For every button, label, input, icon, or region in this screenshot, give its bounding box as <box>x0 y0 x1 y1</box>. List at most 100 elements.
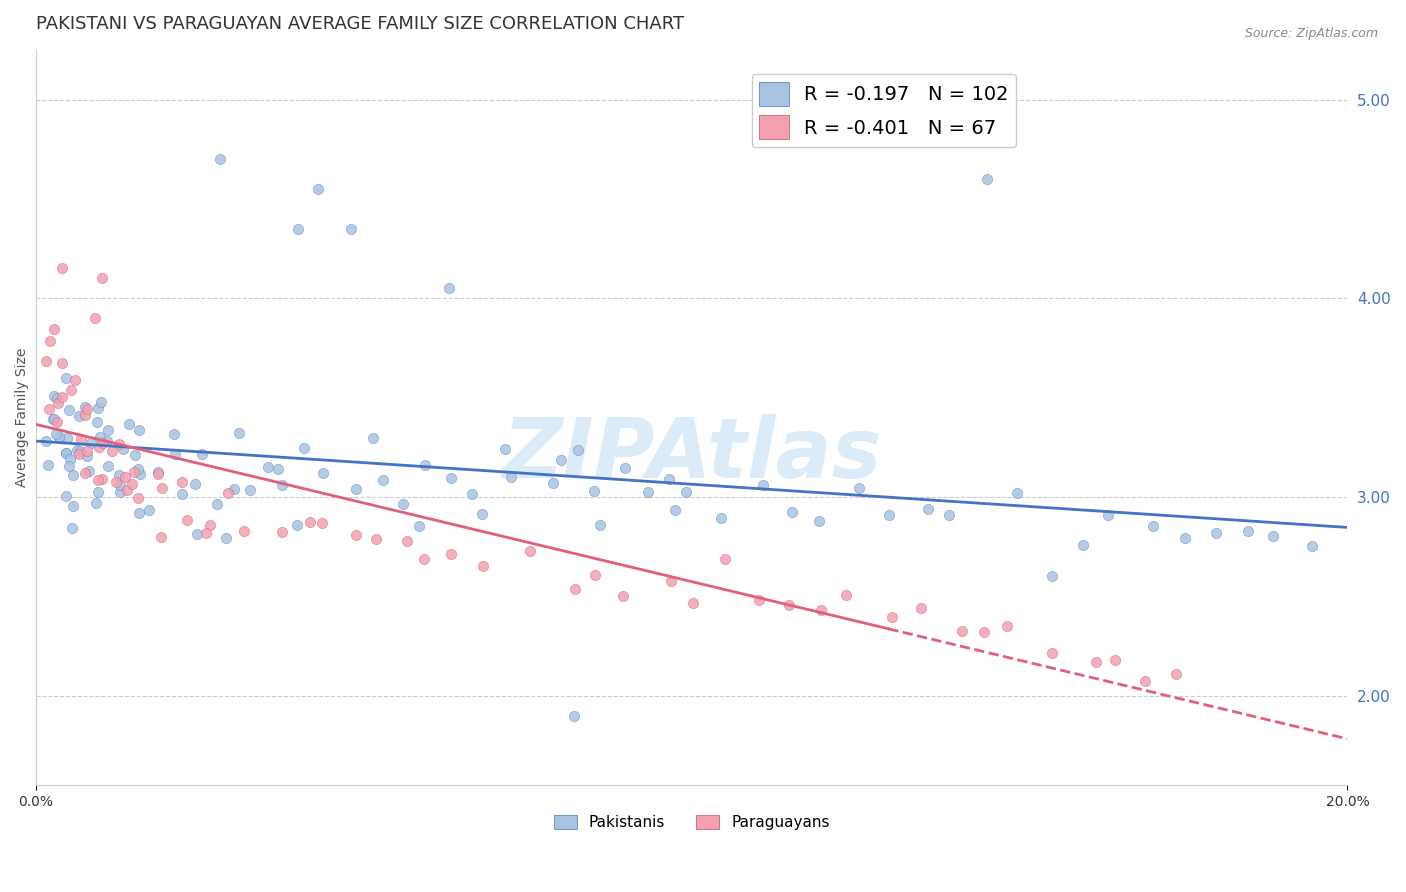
Point <box>1097 508 1119 523</box>
Point <box>228 425 250 440</box>
Point <box>1164 666 1187 681</box>
Point <box>58 402 80 417</box>
Point <box>752 478 775 492</box>
Point <box>1104 652 1126 666</box>
Point <box>60 521 83 535</box>
Point <box>124 449 146 463</box>
Point <box>48 429 70 443</box>
Point <box>472 558 495 573</box>
Point <box>298 516 321 530</box>
Point <box>1007 486 1029 500</box>
Point <box>437 281 460 295</box>
Point <box>86 401 108 416</box>
Point <box>361 431 384 445</box>
Point <box>233 524 256 538</box>
Point <box>917 502 939 516</box>
Point <box>658 472 681 486</box>
Point <box>848 482 870 496</box>
Point <box>69 432 91 446</box>
Point <box>217 486 239 500</box>
Point <box>270 524 292 539</box>
Point <box>62 499 84 513</box>
Point <box>499 470 522 484</box>
Point <box>56 431 79 445</box>
Legend: Pakistanis, Paraguayans: Pakistanis, Paraguayans <box>548 809 835 837</box>
Point <box>494 442 516 456</box>
Point <box>541 475 564 490</box>
Point <box>90 271 112 285</box>
Point <box>567 443 589 458</box>
Point <box>128 423 150 437</box>
Point <box>208 152 231 166</box>
Point <box>748 593 770 607</box>
Point <box>195 526 218 541</box>
Point <box>45 427 67 442</box>
Point <box>108 478 131 492</box>
Text: Source: ZipAtlas.com: Source: ZipAtlas.com <box>1244 27 1378 40</box>
Point <box>995 619 1018 633</box>
Point <box>42 389 65 403</box>
Point <box>307 182 329 196</box>
Point <box>172 475 194 489</box>
Point <box>1085 655 1108 669</box>
Point <box>138 503 160 517</box>
Point <box>461 486 484 500</box>
Point <box>75 466 97 480</box>
Point <box>172 487 194 501</box>
Point <box>271 478 294 492</box>
Point <box>84 311 107 326</box>
Point <box>84 495 107 509</box>
Point <box>582 483 605 498</box>
Point <box>612 589 634 603</box>
Point <box>77 464 100 478</box>
Point <box>682 596 704 610</box>
Point <box>344 482 367 496</box>
Point <box>80 436 103 450</box>
Point <box>186 527 208 541</box>
Point <box>287 221 309 235</box>
Point <box>778 598 800 612</box>
Point <box>87 440 110 454</box>
Point <box>67 447 90 461</box>
Point <box>371 473 394 487</box>
Point <box>1261 529 1284 543</box>
Point <box>440 547 463 561</box>
Point <box>519 544 541 558</box>
Point <box>1205 526 1227 541</box>
Point <box>364 533 387 547</box>
Point <box>90 395 112 409</box>
Point <box>877 508 900 522</box>
Point <box>60 384 83 398</box>
Point <box>97 459 120 474</box>
Point <box>146 465 169 479</box>
Text: ZIPAtlas: ZIPAtlas <box>502 414 882 495</box>
Point <box>408 518 430 533</box>
Point <box>42 412 65 426</box>
Point <box>165 447 187 461</box>
Point <box>1142 519 1164 533</box>
Point <box>413 552 436 566</box>
Point <box>163 427 186 442</box>
Point <box>118 417 141 432</box>
Point <box>976 172 998 186</box>
Point <box>222 482 245 496</box>
Point <box>637 485 659 500</box>
Point <box>127 491 149 505</box>
Point <box>613 460 636 475</box>
Point <box>51 261 73 276</box>
Point <box>55 371 77 385</box>
Point <box>89 430 111 444</box>
Point <box>589 518 612 533</box>
Point <box>110 485 132 500</box>
Point <box>150 481 173 495</box>
Point <box>184 476 207 491</box>
Point <box>780 505 803 519</box>
Point <box>51 356 73 370</box>
Point <box>198 518 221 533</box>
Point <box>59 452 82 467</box>
Point <box>117 483 139 498</box>
Point <box>938 508 960 522</box>
Point <box>256 459 278 474</box>
Point <box>104 475 127 489</box>
Point <box>46 391 69 405</box>
